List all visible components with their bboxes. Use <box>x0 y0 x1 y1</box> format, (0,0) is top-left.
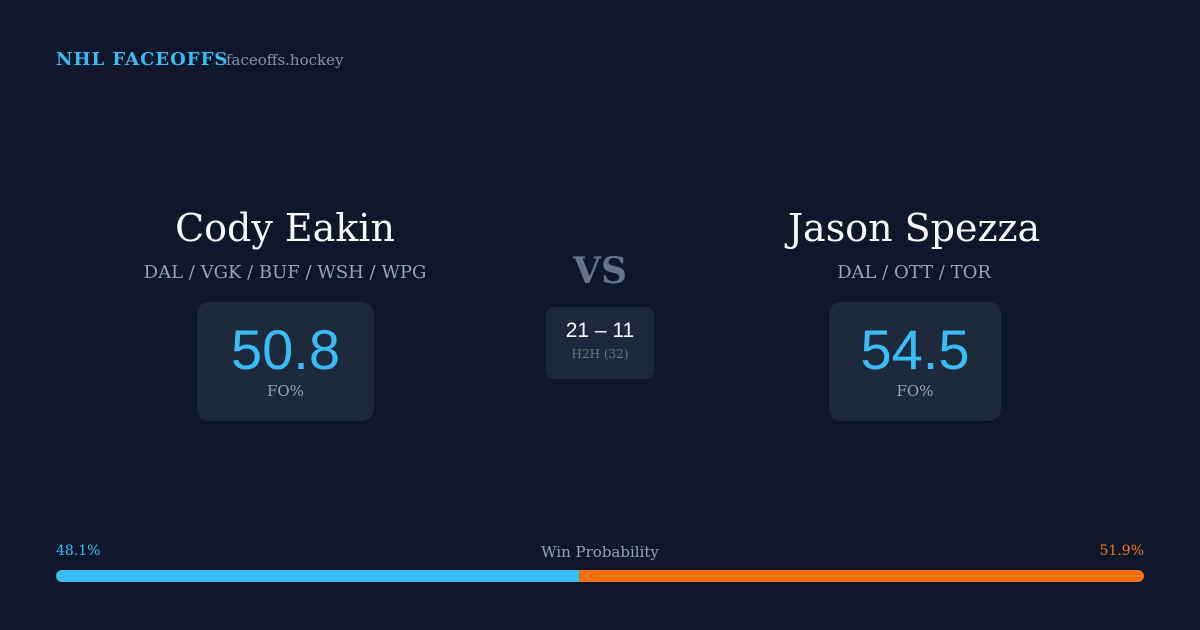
win-prob-segment <box>56 570 580 582</box>
h2h-score: 21 – 11 <box>565 319 635 342</box>
stat-card: 54.5 FO% <box>829 302 1001 421</box>
win-prob-bar <box>56 570 1144 582</box>
player-teams: DAL / VGK / BUF / WSH / WPG <box>143 262 427 283</box>
fo-label: FO% <box>896 382 934 400</box>
fo-pct: 54.5 <box>860 318 970 381</box>
vs: VS <box>573 250 627 292</box>
h2h-box: 21 – 11 H2H (32) <box>546 307 654 379</box>
win-prob-right: 51.9% <box>1099 543 1144 559</box>
win-prob-left: 48.1% <box>56 543 101 559</box>
fo-pct: 50.8 <box>231 318 340 381</box>
player-name: Jason Spezza <box>787 206 1041 250</box>
player-teams: DAL / OTT / TOR <box>837 262 991 283</box>
brand: NHL FACEOFFS <box>56 49 229 70</box>
fo-label: FO% <box>267 382 304 400</box>
win-prob-segment <box>579 570 1144 582</box>
h2h-label: H2H (32) <box>571 347 629 361</box>
site: faceoffs.hockey <box>226 51 344 69</box>
player-name: Cody Eakin <box>175 206 395 250</box>
win-prob-title: Win Probability <box>541 543 659 561</box>
stat-card: 50.8 FO% <box>197 302 374 421</box>
